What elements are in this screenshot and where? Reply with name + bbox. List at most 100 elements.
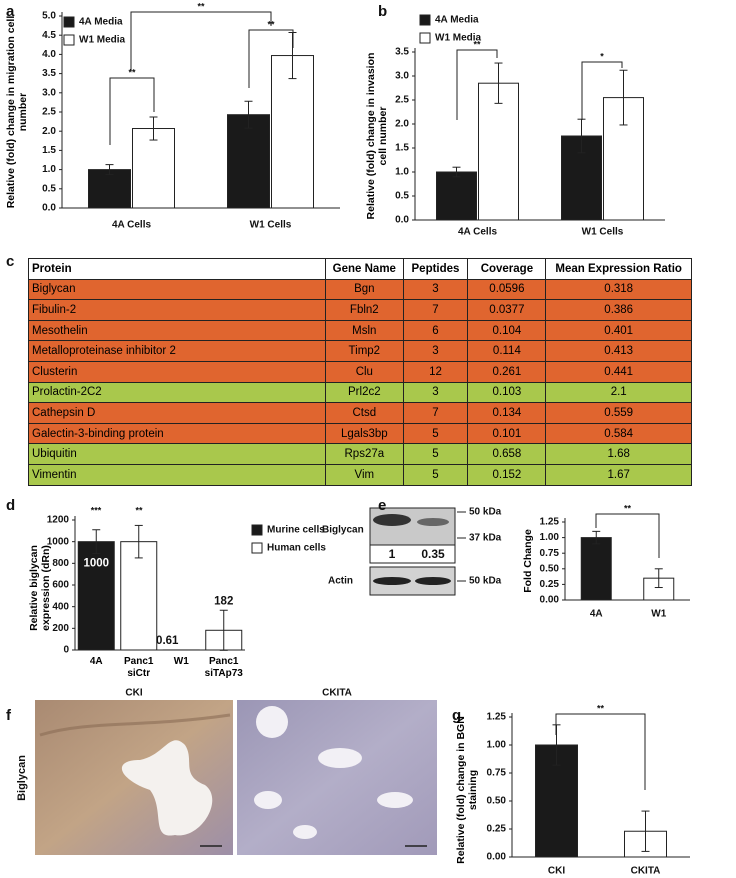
y-tick-label: 0 [63, 645, 69, 656]
y-tick-label: 0.5 [42, 183, 56, 194]
histology-title: CKITA [322, 688, 352, 699]
significance-bracket [456, 49, 498, 120]
y-tick-label: 1.25 [487, 712, 507, 723]
table-cell: 3 [402, 340, 469, 362]
table-cell: 12 [402, 360, 469, 383]
histology-texture [39, 713, 231, 737]
table-cell: 0.0377 [467, 299, 547, 321]
table-cell: 6 [402, 319, 469, 342]
table-cell: Galectin-3-binding protein [27, 422, 327, 445]
y-tick-label: 3.5 [395, 47, 409, 58]
blot-quant-box [369, 544, 456, 564]
marker-label: 50 kDa [469, 576, 502, 587]
legend-swatch [63, 34, 75, 46]
y-tick-label: 1.5 [42, 145, 56, 156]
table-cell: 0.441 [545, 360, 692, 383]
table-cell: Clu [325, 360, 404, 383]
y-tick-label: 0.25 [540, 579, 560, 590]
blot-quant: 1 [389, 547, 396, 561]
x-tick-label: CKITA [631, 866, 661, 877]
legend-swatch [251, 524, 263, 536]
table-cell: 5 [402, 443, 469, 465]
y-tick-label: 0.50 [540, 563, 560, 574]
legend-swatch [63, 16, 75, 28]
table-cell: 1.68 [545, 443, 692, 465]
histology-lumen [121, 740, 213, 836]
table-cell: 0.104 [467, 319, 547, 342]
table-cell: Mean Expression Ratio [545, 258, 692, 280]
x-tick-label: Panc1 siCtr [124, 656, 154, 679]
panel-label: g [452, 707, 461, 724]
y-tick-label: 0.0 [395, 215, 409, 226]
significance-bracket [595, 513, 660, 558]
y-axis-label-box: Relative biglycan expression (dRn) [28, 545, 52, 631]
x-tick-label: 4A Cells [112, 220, 152, 231]
legend-label: W1 Media [435, 33, 482, 44]
table-cell: Vimentin [27, 463, 327, 486]
table-cell: 1.67 [545, 463, 692, 486]
x-tick-label: 4A [590, 609, 603, 620]
significance-bracket [130, 11, 272, 70]
table-cell: Msln [325, 319, 404, 342]
significance-bracket [581, 61, 623, 120]
bar [132, 128, 175, 209]
significance-label: ** [597, 703, 605, 713]
legend-swatch [419, 14, 431, 26]
table-cell: Cathepsin D [27, 402, 327, 424]
table-row: Ubiquitin Rps27a 5 0.658 1.68 [27, 443, 692, 465]
table-row: Mesothelin Msln 6 0.104 0.401 [27, 319, 692, 342]
protein-table: Protein Gene Name Peptides Coverage Mean Exp… [27, 258, 692, 486]
y-tick-label: 3.0 [42, 87, 56, 98]
y-tick-label: 0.50 [487, 796, 507, 807]
x-tick-label: CKI [548, 866, 565, 877]
value-label: 182 [214, 595, 233, 607]
table-row: Protein Gene Name Peptides Coverage Mean Exp… [27, 258, 692, 280]
histology-lumen [293, 825, 317, 839]
table-cell: Bgn [325, 278, 404, 301]
significance-label: *** [91, 505, 102, 515]
table-cell: Ubiquitin [27, 443, 327, 465]
y-axis-label-box: Relative (fold) change in BGN staining [455, 716, 479, 864]
significance-label: ** [128, 67, 136, 77]
x-tick-label: W1 [173, 656, 189, 667]
blot-quant: 0.35 [421, 547, 445, 561]
y-tick-label: 400 [52, 601, 69, 612]
significance-bracket [555, 713, 646, 790]
y-tick-label: 1.0 [42, 164, 56, 175]
marker-label: 50 kDa [469, 507, 502, 518]
y-tick-label: 1.5 [395, 143, 409, 154]
table-row: Metalloproteinase inhibitor 2 Timp2 3 0.114… [27, 340, 692, 362]
y-tick-label: 2.5 [42, 107, 56, 118]
table-cell: Gene Name [325, 258, 404, 280]
y-tick-label: 5.0 [42, 11, 56, 22]
legend-label: 4A Media [435, 15, 479, 26]
y-tick-label: 0.75 [540, 548, 560, 559]
significance-label: ** [135, 505, 143, 515]
value-label: 0.61 [156, 635, 179, 647]
x-tick-label: W1 Cells [582, 227, 624, 238]
table-cell: 2.1 [545, 381, 692, 404]
table-cell: Timp2 [325, 340, 404, 362]
histology-lumen [318, 748, 362, 768]
significance-label: ** [473, 39, 481, 49]
legend-label: Human cells [267, 543, 326, 554]
panel-label: c [6, 253, 14, 270]
table-cell: Metalloproteinase inhibitor 2 [27, 340, 327, 362]
histology-title: CKI [125, 688, 142, 699]
histology-lumen [254, 791, 282, 809]
table-cell: Prl2c2 [325, 381, 404, 404]
marker-label: 37 kDa [469, 533, 502, 544]
table-cell: Prolactin-2C2 [27, 381, 327, 404]
bar [77, 541, 115, 651]
table-row: Cathepsin D Ctsd 7 0.134 0.559 [27, 402, 692, 424]
table-cell: Coverage [467, 258, 547, 280]
x-tick-label-box: Panc1 siTAp73 [205, 656, 243, 679]
table-cell: 7 [402, 402, 469, 424]
table-cell: Lgals3bp [325, 422, 404, 445]
table-row: Fibulin-2 Fbln2 7 0.0377 0.386 [27, 299, 692, 321]
significance-label: ** [624, 503, 632, 513]
table-row: Biglycan Bgn 3 0.0596 0.318 [27, 278, 692, 301]
significance-label: ** [197, 1, 205, 11]
table-cell: 0.401 [545, 319, 692, 342]
